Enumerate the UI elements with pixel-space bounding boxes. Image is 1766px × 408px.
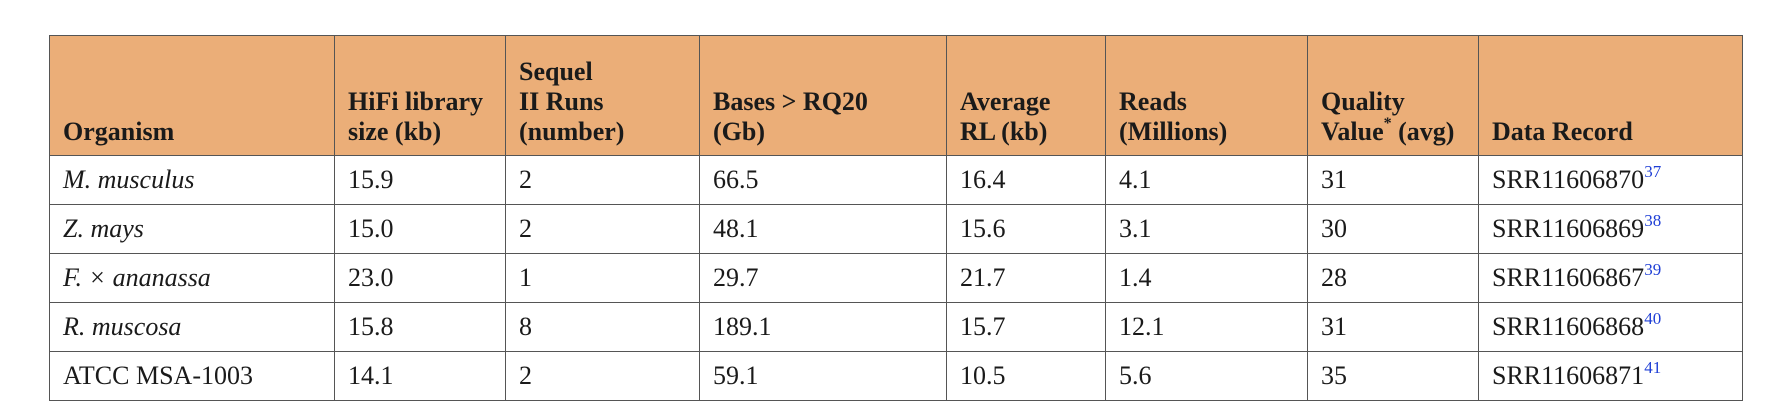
- cell-reads: 5.6: [1105, 351, 1308, 401]
- cell-runs: 8: [505, 302, 700, 352]
- cell-library-size: 15.9: [334, 155, 506, 205]
- table-header: Organism HiFi library size (kb) Sequel II …: [49, 35, 1743, 156]
- cell-reads: 12.1: [1105, 302, 1308, 352]
- cell-library-size: 23.0: [334, 253, 506, 303]
- cell-reads: 3.1: [1105, 204, 1308, 254]
- reference-link[interactable]: 38: [1644, 211, 1662, 230]
- header-data-record: Data Record: [1478, 35, 1743, 156]
- cell-average-rl: 21.7: [946, 253, 1106, 303]
- cell-bases: 29.7: [699, 253, 947, 303]
- cell-quality-value: 30: [1307, 204, 1479, 254]
- cell-organism: R. muscosa: [49, 302, 335, 352]
- cell-quality-value: 31: [1307, 302, 1479, 352]
- cell-quality-value: 31: [1307, 155, 1479, 205]
- cell-average-rl: 15.7: [946, 302, 1106, 352]
- cell-bases: 48.1: [699, 204, 947, 254]
- table-row: F. × ananassa 23.0 1 29.7 21.7 1.4 28 SRR116068…: [49, 253, 1743, 303]
- accession-id: SRR11606871: [1492, 361, 1645, 390]
- accession-id: SRR11606870: [1492, 165, 1645, 194]
- cell-library-size: 15.0: [334, 204, 506, 254]
- header-organism: Organism: [49, 35, 335, 156]
- table-row: ATCC MSA-1003 14.1 2 59.1 10.5 5.6 35 SRR116068…: [49, 351, 1743, 401]
- cell-reads: 1.4: [1105, 253, 1308, 303]
- accession-id: SRR11606868: [1492, 312, 1645, 341]
- header-bases-rq20: Bases > RQ20 (Gb): [699, 35, 947, 156]
- accession-id: SRR11606869: [1492, 214, 1645, 243]
- sequencing-data-table: Organism HiFi library size (kb) Sequel II …: [49, 35, 1743, 401]
- reference-link[interactable]: 41: [1644, 358, 1662, 377]
- table-row: R. muscosa 15.8 8 189.1 15.7 12.1 31 SRR1160686…: [49, 302, 1743, 352]
- cell-reads: 4.1: [1105, 155, 1308, 205]
- cell-runs: 2: [505, 204, 700, 254]
- cell-data-record: SRR1160687141: [1478, 351, 1743, 401]
- header-quality-value: Quality Value* (avg): [1307, 35, 1479, 156]
- reference-link[interactable]: 40: [1644, 309, 1662, 328]
- reference-link[interactable]: 37: [1644, 162, 1662, 181]
- cell-library-size: 15.8: [334, 302, 506, 352]
- reference-link[interactable]: 39: [1644, 260, 1662, 279]
- cell-quality-value: 35: [1307, 351, 1479, 401]
- cell-data-record: SRR1160686938: [1478, 204, 1743, 254]
- cell-organism: M. musculus: [49, 155, 335, 205]
- accession-id: SRR11606867: [1492, 263, 1645, 292]
- cell-library-size: 14.1: [334, 351, 506, 401]
- cell-runs: 2: [505, 351, 700, 401]
- cell-average-rl: 15.6: [946, 204, 1106, 254]
- header-sequel-runs: Sequel II Runs (number): [505, 35, 700, 156]
- footnote-asterisk: *: [1383, 115, 1392, 132]
- header-hifi-library-size: HiFi library size (kb): [334, 35, 506, 156]
- cell-data-record: SRR1160686739: [1478, 253, 1743, 303]
- cell-runs: 2: [505, 155, 700, 205]
- cell-quality-value: 28: [1307, 253, 1479, 303]
- cell-average-rl: 10.5: [946, 351, 1106, 401]
- cell-average-rl: 16.4: [946, 155, 1106, 205]
- table-body: M. musculus 15.9 2 66.5 16.4 4.1 31 SRR11606870…: [49, 155, 1743, 401]
- cell-data-record: SRR1160687037: [1478, 155, 1743, 205]
- table-row: M. musculus 15.9 2 66.5 16.4 4.1 31 SRR11606870…: [49, 155, 1743, 205]
- cell-organism: Z. mays: [49, 204, 335, 254]
- cell-organism: ATCC MSA-1003: [49, 351, 335, 401]
- table-row: Z. mays 15.0 2 48.1 15.6 3.1 30 SRR1160686938: [49, 204, 1743, 254]
- header-reads: Reads (Millions): [1105, 35, 1308, 156]
- cell-data-record: SRR1160686840: [1478, 302, 1743, 352]
- cell-bases: 189.1: [699, 302, 947, 352]
- header-average-rl: Average RL (kb): [946, 35, 1106, 156]
- cell-runs: 1: [505, 253, 700, 303]
- cell-bases: 66.5: [699, 155, 947, 205]
- cell-organism: F. × ananassa: [49, 253, 335, 303]
- cell-bases: 59.1: [699, 351, 947, 401]
- header-row: Organism HiFi library size (kb) Sequel II …: [49, 35, 1743, 156]
